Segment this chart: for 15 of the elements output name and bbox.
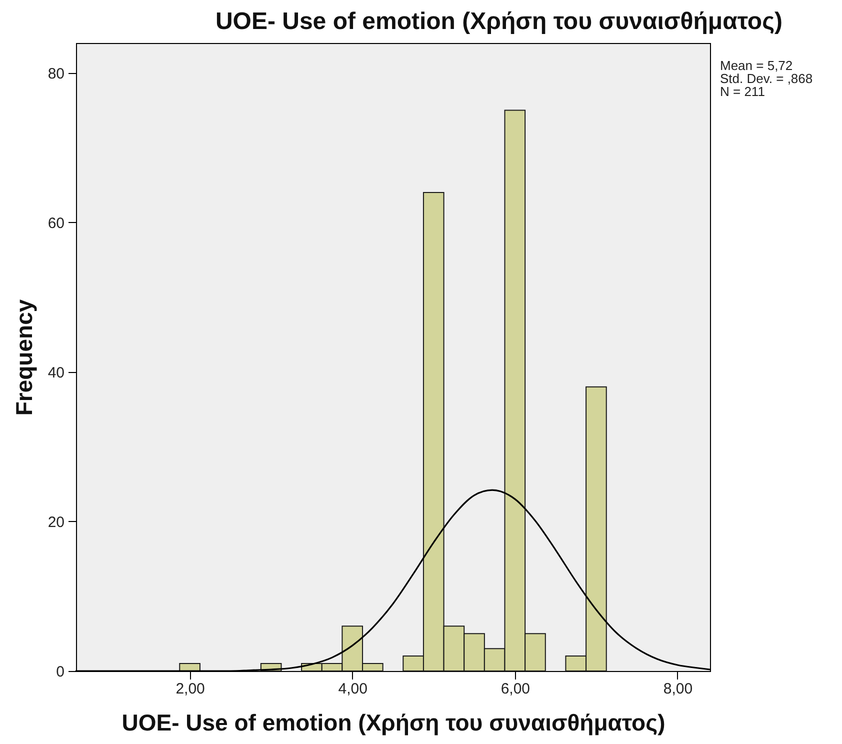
y-tick-label: 40 [48,364,64,382]
x-axis-title: UOE- Use of emotion (Χρήση του συναισθήματος) [122,710,666,736]
x-tick-label: 8,00 [663,680,693,698]
x-tick-label: 6,00 [500,680,530,698]
y-tick-label: 20 [48,514,64,531]
text: Std. Dev. = ,868 [720,71,813,86]
y-tick-label: 0 [56,664,64,680]
y-axis-title: Frequency [10,299,37,416]
chart-title: UOE- Use of emotion (Χρήση του συναισθήματος) [215,8,783,35]
text: Mean = 5,72 [720,58,793,73]
x-tick-label: 4,00 [338,680,368,698]
y-tick-label: 60 [48,214,64,232]
y-tick-label: 80 [48,65,64,82]
text: N = 211 [720,84,765,99]
x-tick-label: 2,00 [176,680,205,698]
